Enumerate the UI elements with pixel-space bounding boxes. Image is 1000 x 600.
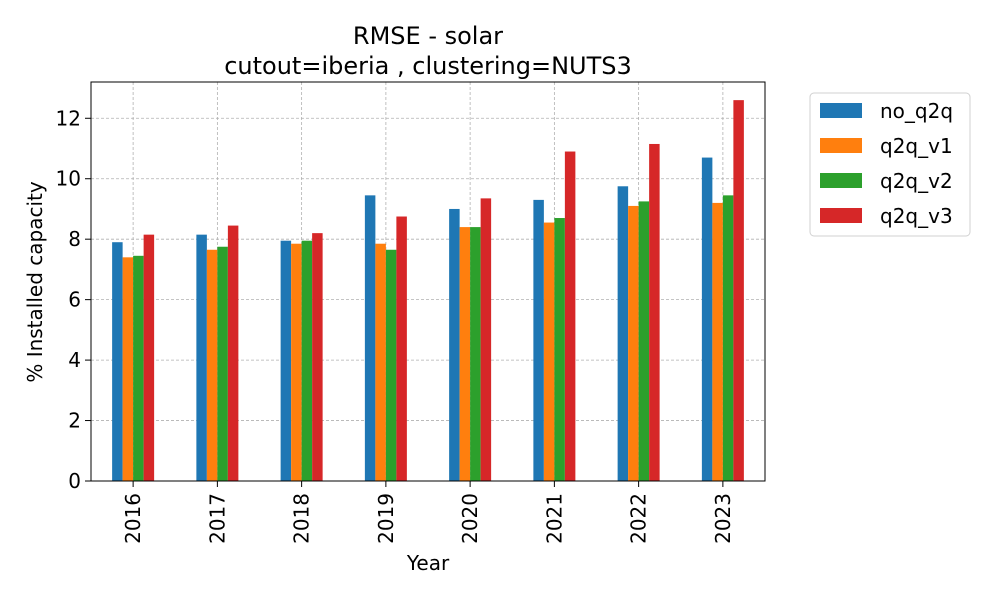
bar-q2q_v1-2018 — [291, 243, 302, 481]
bars — [112, 100, 744, 482]
y-tick-label: 2 — [68, 409, 81, 433]
y-tick-label: 8 — [68, 227, 81, 251]
bar-q2q_v3-2023 — [733, 100, 744, 482]
bar-q2q_v1-2022 — [628, 205, 639, 481]
x-tick-label: 2019 — [374, 493, 398, 544]
y-tick-label: 0 — [68, 469, 81, 493]
bar-q2q_v3-2020 — [480, 198, 492, 481]
chart-subtitle: cutout=iberia , clustering=NUTS3 — [224, 52, 632, 80]
x-axis: 2016 2017 2018 2019 2020 2021 2022 2023 — [121, 481, 735, 544]
bar-no_q2q-2021 — [533, 199, 544, 482]
bar-no_q2q-2020 — [449, 208, 460, 482]
bar-no_q2q-2016 — [112, 242, 123, 481]
legend-label-q2q_v1: q2q_v1 — [880, 134, 953, 158]
x-tick-label: 2020 — [458, 493, 482, 544]
x-tick-label: 2023 — [711, 493, 735, 544]
x-axis-label: Year — [406, 551, 450, 575]
bar-q2q_v1-2023 — [712, 202, 723, 481]
bar-q2q_v1-2017 — [206, 249, 218, 481]
bar-q2q_v3-2021 — [564, 151, 576, 482]
x-tick-label: 2018 — [290, 493, 314, 544]
bar-q2q_v3-2022 — [649, 143, 660, 481]
legend-box — [809, 92, 971, 237]
bar-no_q2q-2023 — [701, 157, 713, 481]
bar-no_q2q-2018 — [280, 240, 292, 481]
bar-q2q_v2-2023 — [722, 195, 734, 481]
bar-no_q2q-2017 — [196, 234, 207, 481]
x-tick-label: 2021 — [542, 493, 566, 544]
bar-q2q_v1-2019 — [375, 243, 386, 481]
legend-label-q2q_v3: q2q_v3 — [880, 204, 953, 228]
bar-q2q_v2-2020 — [470, 227, 481, 481]
chart-title: RMSE - solar — [353, 22, 503, 50]
legend-swatch-no_q2q — [820, 103, 862, 118]
x-tick-label: 2022 — [627, 493, 651, 544]
y-tick-label: 12 — [56, 106, 81, 130]
bar-q2q_v1-2016 — [122, 257, 134, 481]
plot-frame — [90, 81, 766, 482]
bar-q2q_v2-2021 — [554, 218, 565, 482]
bar-q2q_v3-2019 — [396, 216, 407, 482]
legend-swatch-q2q_v2 — [820, 173, 862, 188]
bar-q2q_v2-2016 — [133, 255, 144, 481]
bar-q2q_v1-2020 — [459, 227, 471, 481]
bar-q2q_v1-2021 — [543, 222, 555, 481]
x-tick-label: 2017 — [205, 493, 229, 544]
legend-label-no_q2q: no_q2q — [880, 99, 953, 123]
bar-q2q_v2-2017 — [217, 246, 228, 481]
bar-q2q_v2-2018 — [301, 240, 313, 481]
bar-q2q_v3-2016 — [143, 234, 155, 481]
grid — [91, 82, 765, 482]
bar-q2q_v3-2018 — [312, 233, 323, 481]
bar-q2q_v2-2019 — [385, 249, 397, 481]
legend-label-q2q_v2: q2q_v2 — [880, 169, 953, 193]
bar-no_q2q-2022 — [617, 186, 629, 481]
y-tick-label: 6 — [68, 288, 81, 312]
x-tick-label: 2016 — [121, 493, 145, 544]
y-axis: 0 2 4 6 8 10 12 — [56, 106, 91, 493]
bar-no_q2q-2019 — [364, 195, 376, 481]
legend-swatch-q2q_v3 — [820, 208, 862, 223]
legend: no_q2q q2q_v1 q2q_v2 q2q_v3 — [809, 92, 971, 237]
legend-swatch-q2q_v1 — [820, 138, 862, 153]
y-axis-label: % Installed capacity — [23, 181, 47, 383]
bar-q2q_v3-2017 — [227, 225, 239, 481]
y-tick-label: 10 — [56, 167, 81, 191]
bar-q2q_v2-2022 — [638, 201, 650, 482]
y-tick-label: 4 — [68, 348, 81, 372]
